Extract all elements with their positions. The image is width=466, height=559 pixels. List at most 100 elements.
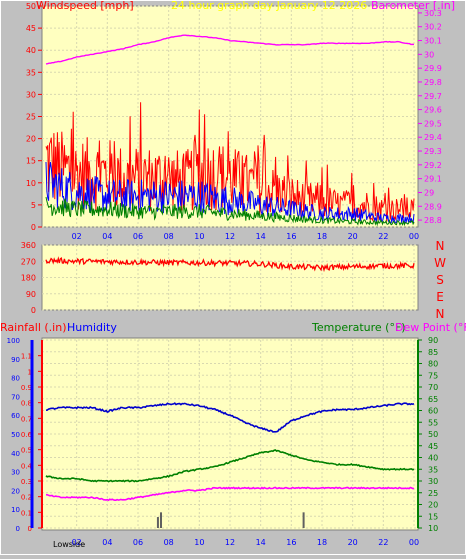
hour-tick-label: 00 [409, 538, 419, 547]
hour-tick-label: 18 [317, 538, 327, 547]
barometer-tick-label: 30 [424, 50, 434, 59]
barometer-tick-label: 29.3 [424, 147, 442, 156]
barometer-tick-label: 29.8 [424, 78, 442, 87]
wind-tick-label: 0 [31, 223, 36, 232]
wind-series-0 [45, 102, 415, 223]
humidity-tick-label: 60 [11, 412, 20, 420]
humidity-tick-label: 40 [11, 450, 20, 458]
wind-direction-line [45, 256, 415, 273]
hour-tick-label: 16 [286, 538, 296, 547]
chart-title: 24 hour graph day January 12 2026 [171, 0, 367, 12]
rain-tick-label: 0.2 [21, 494, 32, 502]
humidity-axis-label: Humidity [67, 321, 117, 334]
humidity-tick-label: 20 [11, 487, 20, 495]
hour-tick-label: 02 [72, 538, 82, 547]
temperature-tick-label: 40 [428, 454, 438, 463]
humidity-tick-label: 50 [11, 431, 20, 439]
hour-tick-label: 04 [102, 232, 112, 241]
wind-tick-label: 35 [26, 68, 36, 77]
hour-tick-label: 06 [133, 232, 143, 241]
rain-tick-label: 1 [28, 368, 32, 376]
wind-tick-label: 40 [26, 46, 36, 55]
barometer-tick-label: 29 [424, 188, 434, 197]
dew-point-line [45, 486, 415, 502]
wind-tick-label: 25 [26, 113, 36, 122]
compass-label: S [436, 273, 444, 287]
hour-tick-label: 16 [286, 232, 296, 241]
wind-series-1 [45, 161, 415, 225]
hour-tick-label: 06 [133, 538, 143, 547]
temperature-tick-label: 85 [428, 348, 438, 357]
barometer-tick-label: 29.4 [424, 133, 442, 142]
rain-tick-label: 0.9 [21, 384, 32, 392]
wind-tick-label: 50 [26, 2, 36, 11]
dewpoint-axis-label: Dew Point (°F) [395, 321, 466, 334]
direction-tick-label: 360 [21, 241, 36, 250]
temperature-tick-label: 20 [428, 501, 438, 510]
wind-series-2 [45, 196, 415, 227]
barometer-line [45, 34, 415, 65]
direction-tick-label: 0 [31, 306, 36, 315]
hour-tick-label: 10 [194, 232, 204, 241]
hour-tick-label: 12 [225, 232, 235, 241]
humidity-tick-label: 0 [16, 525, 20, 533]
hour-tick-label: 02 [72, 232, 82, 241]
rain-tick-label: 0.1 [21, 509, 32, 517]
temperature-line [45, 449, 415, 483]
wind-tick-label: 10 [26, 179, 36, 188]
temperature-tick-label: 55 [428, 418, 438, 427]
direction-tick-label: 180 [21, 274, 36, 283]
barometer-tick-label: 30.2 [424, 23, 442, 32]
compass-label: N [436, 307, 445, 321]
hour-tick-label: 20 [348, 538, 358, 547]
barometer-tick-label: 29.7 [424, 92, 442, 101]
temperature-tick-label: 10 [428, 524, 438, 533]
barometer-tick-label: 28.8 [424, 216, 442, 225]
temperature-tick-label: 15 [428, 512, 438, 521]
temperature-tick-label: 30 [428, 477, 438, 486]
hour-tick-label: 08 [164, 538, 174, 547]
hour-tick-label: 14 [256, 232, 266, 241]
temperature-tick-label: 25 [428, 489, 438, 498]
humidity-tick-label: 80 [11, 375, 20, 383]
barometer-tick-label: 29.2 [424, 161, 442, 170]
barometer-tick-label: 30.1 [424, 37, 442, 46]
barometer-tick-label: 30.3 [424, 9, 442, 18]
windspeed-axis-label: Windspeed [mph] [36, 0, 134, 12]
temperature-tick-label: 75 [428, 371, 438, 380]
temperature-tick-label: 90 [428, 336, 438, 345]
temperature-tick-label: 35 [428, 465, 438, 474]
hour-tick-label: 12 [225, 538, 235, 547]
hour-tick-label: 14 [256, 538, 266, 547]
wind-tick-label: 45 [26, 24, 36, 33]
humidity-tick-label: 100 [7, 337, 20, 345]
humidity-tick-label: 10 [11, 506, 20, 514]
rain-tick-label: 0.6 [21, 431, 33, 439]
compass-label: W [434, 256, 446, 270]
temperature-tick-label: 80 [428, 360, 438, 369]
humidity-line [45, 402, 415, 433]
rain-tick-label: 0.5 [21, 447, 32, 455]
rain-tick-label: 0.8 [21, 400, 32, 408]
wind-tick-label: 15 [26, 157, 36, 166]
rain-tick-label: 0.3 [21, 478, 32, 486]
rain-tick-label: 0.7 [21, 415, 32, 423]
temperature-axis-label: Temperature (°F) [311, 321, 406, 334]
lowside-label: Lowside [53, 540, 85, 549]
direction-tick-label: 270 [21, 257, 36, 266]
rain-tick-label: 0.4 [21, 462, 33, 470]
barometer-axis-label: Barometer [.in] [371, 0, 455, 12]
barometer-tick-label: 29.9 [424, 64, 442, 73]
hour-tick-label: 20 [348, 232, 358, 241]
wind-tick-label: 20 [26, 135, 36, 144]
barometer-tick-label: 29.1 [424, 175, 442, 184]
barometer-tick-label: 29.5 [424, 119, 442, 128]
temperature-tick-label: 70 [428, 383, 438, 392]
temperature-tick-label: 45 [428, 442, 438, 451]
hour-tick-label: 18 [317, 232, 327, 241]
hour-tick-label: 08 [164, 232, 174, 241]
temperature-tick-label: 60 [428, 407, 438, 416]
hour-tick-label: 10 [194, 538, 204, 547]
humidity-tick-label: 70 [11, 393, 20, 401]
